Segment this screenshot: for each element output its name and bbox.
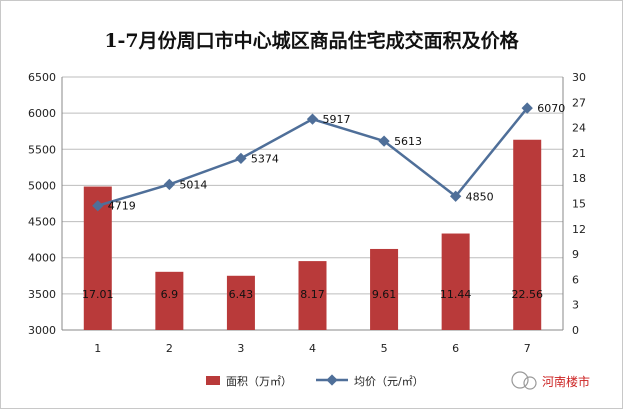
- bar-value-label: 8.17: [300, 288, 325, 301]
- bar-value-label: 6.9: [161, 288, 179, 301]
- x-tick-label: 1: [94, 342, 101, 355]
- bar-value-label: 11.44: [440, 288, 472, 301]
- right-tick-label: 3: [572, 299, 579, 312]
- price-value-label: 4850: [466, 190, 494, 203]
- bar: [226, 275, 255, 330]
- price-marker: [378, 135, 390, 147]
- price-value-label: 5374: [251, 152, 279, 165]
- x-tick-label: 3: [237, 342, 244, 355]
- bar-value-label: 6.43: [229, 288, 254, 301]
- price-marker: [235, 152, 247, 165]
- legend-bar-label: 面积（万㎡）: [226, 375, 292, 388]
- legend-line-label: 均价（元/㎡）: [354, 375, 424, 388]
- wechat-icon: [511, 371, 529, 389]
- price-value-label: 6070: [537, 102, 565, 115]
- right-tick-label: 30: [572, 71, 586, 84]
- right-axis-ticks: 0 3 6 9 12 15 18 21 24 27 30: [572, 71, 586, 337]
- bar-series: [83, 139, 542, 330]
- left-tick-label: 5500: [28, 143, 56, 156]
- price-marker: [163, 178, 176, 191]
- legend: 面积（万㎡） 均价（元/㎡）: [206, 374, 424, 388]
- bar-value-label: 17.01: [82, 288, 114, 301]
- bar: [441, 233, 470, 330]
- right-tick-label: 0: [572, 324, 579, 337]
- right-tick-label: 24: [572, 122, 586, 135]
- x-tick-label: 2: [166, 342, 173, 355]
- watermark-brand: 河南楼市: [511, 371, 590, 390]
- bar: [370, 248, 399, 330]
- x-tick-label: 4: [309, 342, 316, 355]
- left-axis-ticks: 3000 3500 4000 4500 5000 5500 6000 6500: [28, 71, 56, 337]
- legend-bar-swatch: [206, 376, 220, 385]
- price-value-label: 5917: [323, 113, 351, 126]
- bar: [155, 271, 184, 330]
- left-tick-label: 4500: [28, 216, 56, 229]
- bar: [298, 261, 327, 330]
- right-tick-label: 27: [572, 96, 586, 109]
- price-marker: [449, 190, 462, 202]
- right-tick-label: 18: [572, 172, 586, 185]
- left-tick-label: 3500: [28, 288, 56, 301]
- left-tick-label: 4000: [28, 252, 56, 265]
- left-tick-label: 5000: [28, 179, 56, 192]
- x-tick-label: 7: [524, 342, 531, 355]
- x-tick-label: 6: [452, 342, 459, 355]
- chart-title: 1-7月份周口市中心城区商品住宅成交面积及价格: [104, 30, 519, 52]
- right-tick-label: 12: [572, 223, 586, 236]
- right-tick-label: 9: [572, 248, 579, 261]
- price-value-label: 5014: [179, 178, 207, 191]
- x-tick-label: 5: [381, 342, 388, 355]
- watermark-brand-text: 河南楼市: [542, 374, 590, 389]
- x-axis-ticks: 1 2 3 4 5 6 7: [94, 342, 530, 355]
- left-tick-label: 3000: [28, 324, 56, 337]
- bar: [513, 139, 542, 330]
- left-tick-label: 6000: [28, 107, 56, 120]
- price-value-label: 5613: [394, 135, 422, 148]
- right-tick-label: 15: [572, 198, 586, 211]
- wechat-icon-small: [523, 376, 537, 390]
- right-tick-label: 6: [572, 273, 579, 286]
- bar-value-label: 9.61: [372, 288, 397, 301]
- bar-value-label: 22.56: [511, 288, 543, 301]
- price-marker: [306, 113, 319, 125]
- right-tick-label: 21: [572, 147, 586, 160]
- price-value-label: 4719: [108, 200, 136, 213]
- data-labels: 17.01 6.9 6.43 8.17 9.61 11.44 22.56 4719 5014 53…: [82, 102, 565, 301]
- left-tick-label: 6500: [28, 71, 56, 84]
- legend-line-marker: [326, 374, 338, 386]
